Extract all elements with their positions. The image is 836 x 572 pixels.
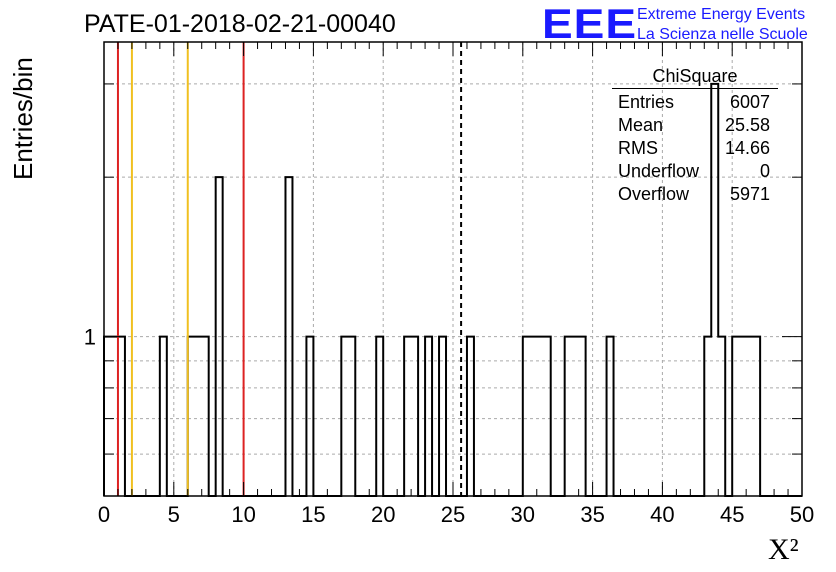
eee-logo: EEE bbox=[542, 0, 638, 48]
stats-row-rms: RMS 14.66 bbox=[612, 137, 778, 160]
stats-label: RMS bbox=[618, 138, 658, 158]
stats-row-entries: Entries 6007 bbox=[612, 91, 778, 114]
stats-label: Underflow bbox=[618, 161, 700, 181]
x-tick-label: 40 bbox=[650, 502, 674, 527]
stats-row-mean: Mean 25.58 bbox=[612, 114, 778, 137]
stats-label: Entries bbox=[618, 92, 675, 112]
x-tick-label: 25 bbox=[441, 502, 465, 527]
x-tick-label: 5 bbox=[168, 502, 180, 527]
y-axis-label: Entries/bin bbox=[8, 57, 38, 180]
chart-title: PATE-01-2018-02-21-00040 bbox=[84, 10, 396, 38]
x-tick-label: 0 bbox=[98, 502, 110, 527]
stats-label: Mean bbox=[618, 115, 664, 135]
stats-label: Overflow bbox=[618, 184, 690, 204]
stats-title: ChiSquare bbox=[612, 66, 778, 89]
stats-value: 5971 bbox=[729, 184, 770, 204]
stats-row-overflow: Overflow 5971 bbox=[612, 183, 778, 206]
x-axis-label: X² bbox=[768, 533, 799, 566]
stats-value: 0 bbox=[759, 161, 770, 181]
x-tick-label: 35 bbox=[580, 502, 604, 527]
x-tick-label: 50 bbox=[790, 502, 814, 527]
stats-value: 25.58 bbox=[724, 115, 770, 135]
stats-value: 14.66 bbox=[724, 138, 770, 158]
stats-row-underflow: Underflow 0 bbox=[612, 160, 778, 183]
stats-box: ChiSquare Entries 6007 Mean 25.58 RMS 14… bbox=[612, 66, 778, 206]
logo-line-2: La Scienza nelle Scuole bbox=[637, 26, 808, 43]
x-tick-label: 20 bbox=[371, 502, 395, 527]
x-tick-label: 30 bbox=[511, 502, 535, 527]
y-tick-label: 1 bbox=[84, 325, 96, 350]
x-tick-label: 45 bbox=[720, 502, 744, 527]
logo-line-1: Extreme Energy Events bbox=[637, 6, 806, 23]
x-tick-label: 10 bbox=[231, 502, 255, 527]
x-tick-label: 15 bbox=[301, 502, 325, 527]
stats-value: 6007 bbox=[729, 92, 770, 112]
